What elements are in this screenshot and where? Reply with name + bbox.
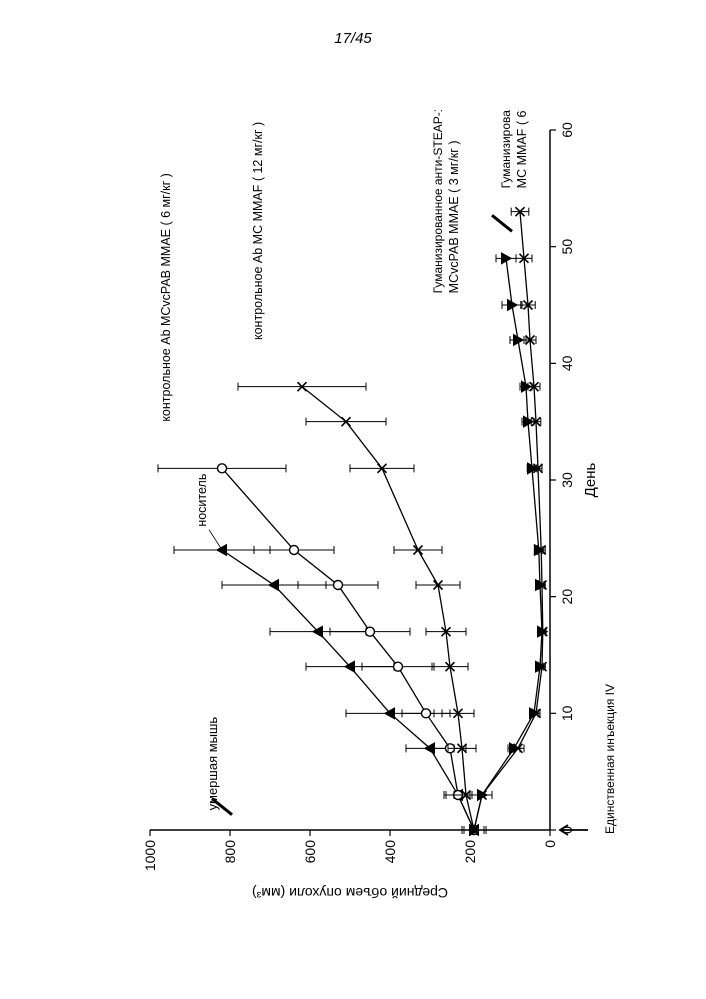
svg-text:1000: 1000 — [142, 840, 158, 871]
svg-text:День: День — [582, 463, 599, 498]
page-number: 17/45 — [334, 30, 372, 47]
svg-text:60: 60 — [559, 122, 575, 138]
svg-text:Гуманизированное анти-STEAP-1-: Гуманизированное анти-STEAP-1-антитело — [431, 110, 445, 293]
svg-text:MCvcPAB MMAE ( 3 мг/кг ): MCvcPAB MMAE ( 3 мг/кг ) — [447, 141, 461, 294]
svg-text:Гуманизированное анти-STEAP-1-: Гуманизированное анти-STEAP-1-антитело — [499, 110, 513, 188]
svg-text:600: 600 — [302, 840, 318, 864]
svg-text:400: 400 — [382, 840, 398, 864]
svg-text:10: 10 — [559, 705, 575, 721]
svg-text:Единственная инъекция IV: Единственная инъекция IV — [603, 684, 617, 834]
svg-text:30: 30 — [559, 472, 575, 488]
svg-text:умершая мышь: умершая мышь — [205, 717, 220, 811]
svg-text:40: 40 — [559, 355, 575, 371]
svg-text:0: 0 — [542, 840, 558, 848]
chart-container: ФИГ.11 020040060080010000102030405060Ден… — [0, 260, 706, 760]
svg-text:200: 200 — [462, 840, 478, 864]
chart-svg: 020040060080010000102030405060ДеньСредни… — [120, 110, 620, 910]
svg-text:800: 800 — [222, 840, 238, 864]
svg-text:носитель: носитель — [195, 474, 209, 527]
svg-text:контрольное Ab MC MMAF ( 12 м: контрольное Ab MC MMAF ( 12 мг/кг ) — [251, 122, 265, 340]
svg-text:50: 50 — [559, 239, 575, 255]
svg-text:Средний объем опухоли (мм³): Средний объем опухоли (мм³) — [252, 885, 448, 901]
svg-text:MC MMAF ( 6,12 мг/кг ): MC MMAF ( 6,12 мг/кг ) — [515, 110, 529, 188]
svg-text:20: 20 — [559, 589, 575, 605]
svg-text:контрольное Ab MCvcPAB MMAE (: контрольное Ab MCvcPAB MMAE ( 6 мг/кг ) — [159, 173, 173, 422]
